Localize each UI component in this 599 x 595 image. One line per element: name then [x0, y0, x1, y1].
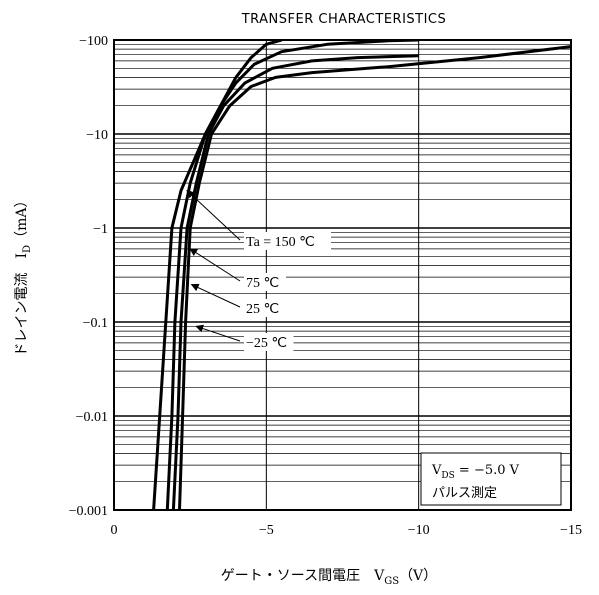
annotation-label: Ta = 150 ℃: [246, 235, 315, 250]
conditions-box-frame: [420, 452, 562, 506]
chart-title: TRANSFER CHARACTERISTICS: [241, 12, 447, 27]
series-line: [171, 54, 419, 510]
annotations: Ta = 150 ℃ 75 ℃ 25 ℃ −25 ℃: [186, 189, 331, 351]
conditions-box: VDS = −5.0 V パルス測定: [420, 452, 562, 506]
annotation-arrow: [189, 248, 241, 282]
y-tick-label: −0.001: [69, 504, 108, 519]
annotation-label: 75 ℃: [246, 276, 279, 291]
y-tick-label: −10: [86, 128, 108, 143]
x-tick-label: −15: [560, 523, 582, 538]
annotation-bg: [244, 273, 286, 291]
vds-condition: VDS = −5.0 V: [431, 463, 520, 481]
x-tick-label: −5: [259, 523, 274, 538]
svg-text:ドレイン電流 ID（mA）: ドレイン電流 ID（mA）: [14, 194, 33, 357]
y-axis-label: ドレイン電流 ID（mA）: [14, 194, 33, 357]
series-line: [165, 40, 419, 510]
series-line: [178, 45, 571, 510]
y-tick-label: −0.01: [76, 410, 108, 425]
annotation-arrow: [195, 324, 241, 342]
annotation-label: −25 ℃: [246, 336, 287, 351]
y-tick-label: −1: [93, 222, 108, 237]
grid: [114, 40, 571, 511]
x-tick-labels: 0 −5 −10 −15: [111, 523, 582, 538]
annotation-bg: [244, 299, 286, 317]
y-tick-label: −0.1: [83, 316, 108, 331]
annotation-label: 25 ℃: [246, 302, 279, 317]
annotation-bg: [244, 232, 331, 250]
x-axis-label: ゲート・ソース間電圧 VGS（V）: [221, 568, 437, 587]
series-line: [152, 40, 283, 510]
annotation-bg: [244, 333, 294, 351]
plot-frame: [113, 39, 572, 511]
y-tick-labels: −100 −10 −1 −0.1 −0.01 −0.001: [69, 34, 108, 519]
annotation-arrow: [190, 283, 241, 308]
x-tick-label: 0: [111, 523, 118, 538]
annotation-arrow: [186, 189, 241, 241]
pulse-measurement-label: パルス測定: [432, 486, 497, 501]
x-tick-label: −10: [408, 523, 430, 538]
curves: [152, 40, 571, 510]
y-tick-label: −100: [79, 34, 108, 49]
